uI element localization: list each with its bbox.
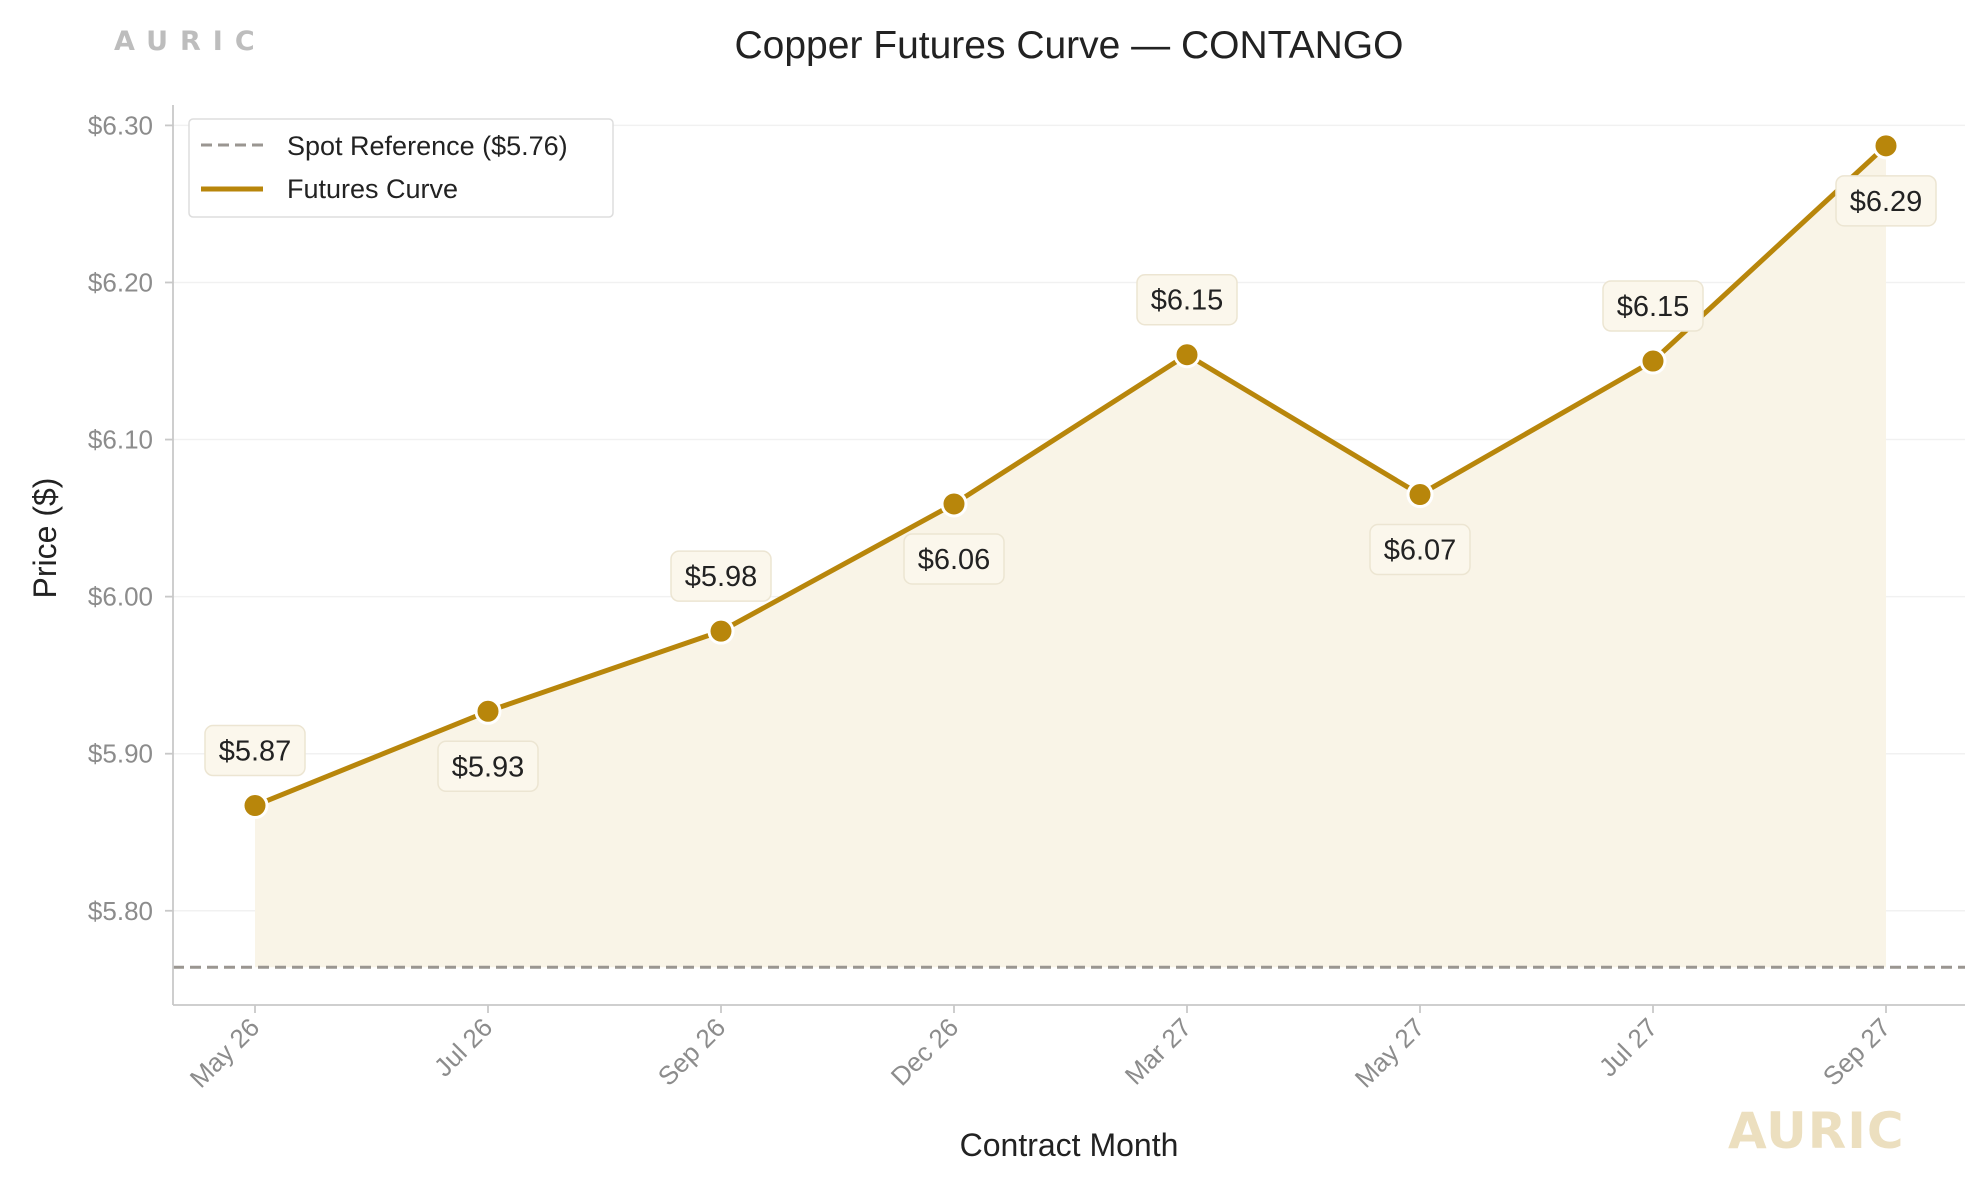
y-tick-label-1: $5.90 [88, 739, 153, 769]
x-tick-label-6: Jul 27 [1593, 1012, 1663, 1082]
data-point-0 [241, 792, 269, 820]
data-label-0: $5.87 [219, 736, 292, 768]
brand-watermark-bottom: AURIC [1728, 1102, 1905, 1160]
data-point-7 [1872, 132, 1900, 160]
legend: Spot Reference ($5.76) Futures Curve [188, 118, 614, 218]
data-labels: $5.87 $5.93 $5.98 $6.06 $6.15 $6.07 $6.15 $6.29 [204, 175, 1937, 793]
chart-title: Copper Futures Curve — CONTANGO [735, 24, 1404, 67]
legend-box [188, 118, 614, 218]
data-points [241, 132, 1900, 820]
x-tick-label-0: May 26 [184, 1012, 266, 1094]
futures-curve-line [254, 144, 1888, 808]
data-point-2 [707, 617, 735, 645]
y-tick-label-4: $6.20 [88, 267, 153, 297]
x-tick-label-4: Mar 27 [1119, 1012, 1197, 1090]
x-tick-label-1: Jul 26 [428, 1012, 498, 1082]
data-point-1 [474, 697, 502, 725]
data-point-5 [1406, 481, 1434, 509]
data-point-4 [1173, 341, 1201, 369]
data-label-4: $6.15 [1151, 285, 1224, 317]
x-tick-label-2: Sep 26 [652, 1012, 731, 1091]
area-under-curve [255, 145, 1886, 968]
data-label-box-3 [903, 533, 1005, 585]
y-tick-label-5: $6.30 [88, 110, 153, 140]
x-tick-label-5: May 27 [1349, 1012, 1431, 1094]
data-label-box-0 [204, 724, 306, 777]
data-label-box-1 [437, 740, 539, 793]
legend-label-spot: Spot Reference ($5.76) [287, 131, 568, 161]
brand-watermark-top: AURIC [114, 26, 267, 57]
axes [165, 105, 1965, 1013]
y-tick-labels: $5.80 $5.90 $6.00 $6.10 $6.20 $6.30 [88, 110, 153, 925]
data-label-3: $6.06 [918, 544, 991, 576]
data-label-box-5 [1369, 523, 1471, 576]
data-label-box-2 [670, 550, 772, 602]
x-tick-label-7: Sep 27 [1817, 1012, 1896, 1091]
y-tick-label-0: $5.80 [88, 896, 153, 926]
legend-label-curve: Futures Curve [287, 174, 458, 204]
data-label-7: $6.29 [1850, 186, 1923, 218]
data-label-box-6 [1602, 280, 1704, 332]
data-label-1: $5.93 [452, 751, 525, 783]
data-point-6 [1639, 347, 1667, 375]
y-tick-label-3: $6.10 [88, 425, 153, 455]
x-axis-label: Contract Month [960, 1127, 1179, 1163]
x-tick-labels: May 26 Jul 26 Sep 26 Dec 26 Mar 27 May 27 Jul … [184, 1012, 1897, 1094]
data-label-box-4 [1136, 273, 1238, 326]
data-point-3 [940, 490, 968, 518]
data-label-5: $6.07 [1384, 535, 1457, 567]
data-label-box-7 [1835, 175, 1937, 227]
y-axis-label: Price ($) [27, 478, 63, 599]
data-label-2: $5.98 [685, 561, 758, 593]
y-tick-label-2: $6.00 [88, 582, 153, 612]
x-tick-label-3: Dec 26 [885, 1012, 964, 1091]
data-label-6: $6.15 [1617, 291, 1690, 323]
